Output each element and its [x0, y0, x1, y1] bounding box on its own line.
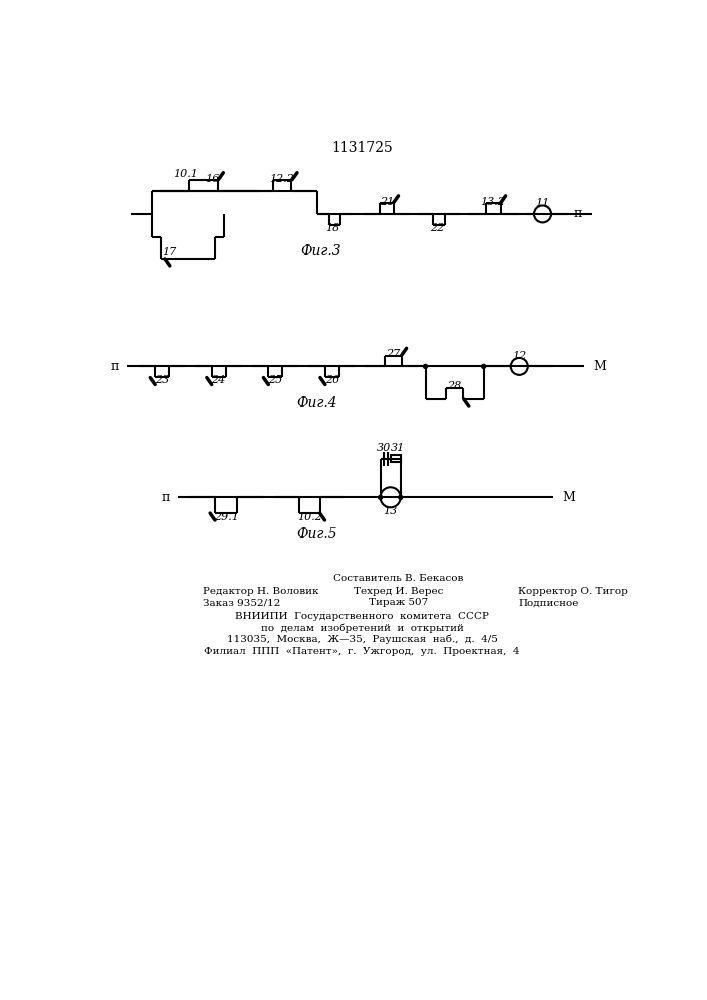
Text: Фиг.3: Фиг.3	[300, 244, 341, 258]
Text: 30: 30	[378, 443, 392, 453]
Text: 10.2: 10.2	[297, 512, 322, 522]
Text: Подписное: Подписное	[518, 598, 579, 607]
Text: 18: 18	[325, 223, 339, 233]
Text: Корректор О. Тигор: Корректор О. Тигор	[518, 587, 629, 596]
Text: 13: 13	[383, 506, 398, 516]
Text: по  делам  изобретений  и  открытий: по делам изобретений и открытий	[260, 623, 463, 633]
Text: 12: 12	[512, 351, 527, 361]
Text: Редактор Н. Воловик: Редактор Н. Воловик	[203, 587, 319, 596]
Text: 17: 17	[163, 247, 177, 257]
Text: 26: 26	[325, 375, 339, 385]
Text: 24: 24	[211, 375, 226, 385]
Circle shape	[378, 495, 383, 500]
Text: Заказ 9352/12: Заказ 9352/12	[203, 598, 281, 607]
Text: 113035,  Москва,  Ж—35,  Раушская  наб.,  д.  4/5: 113035, Москва, Ж—35, Раушская наб., д. …	[226, 635, 498, 645]
Circle shape	[481, 364, 486, 369]
Text: 31: 31	[390, 443, 404, 453]
Circle shape	[398, 495, 404, 500]
Text: Фиг.4: Фиг.4	[297, 396, 337, 410]
Text: Техред И. Верес: Техред И. Верес	[354, 587, 443, 596]
Text: 12.2: 12.2	[269, 174, 295, 184]
Text: М: М	[563, 491, 575, 504]
Text: 10.1: 10.1	[173, 169, 198, 179]
Text: Составитель В. Бекасов: Составитель В. Бекасов	[333, 574, 464, 583]
Text: п: п	[161, 491, 170, 504]
Text: 25: 25	[268, 375, 282, 385]
Text: 23: 23	[155, 375, 169, 385]
Text: 13.2: 13.2	[481, 197, 506, 207]
Text: М: М	[594, 360, 607, 373]
Bar	[391, 455, 402, 462]
Text: 1131725: 1131725	[331, 141, 393, 155]
Text: п: п	[574, 207, 583, 220]
Text: Фиг.5: Фиг.5	[297, 527, 337, 541]
Text: 27: 27	[386, 349, 400, 359]
Text: 11: 11	[535, 198, 549, 208]
Text: 22: 22	[430, 223, 444, 233]
Text: ВНИИПИ  Государственного  комитета  СССР: ВНИИПИ Государственного комитета СССР	[235, 612, 489, 621]
Text: 16: 16	[205, 174, 219, 184]
Text: 28: 28	[447, 381, 461, 391]
Text: 21: 21	[380, 197, 394, 207]
Circle shape	[423, 364, 428, 369]
Text: 29.1: 29.1	[214, 512, 239, 522]
Text: Тираж 507: Тираж 507	[369, 598, 428, 607]
Text: Филиал  ППП  «Патент»,  г.  Ужгород,  ул.  Проектная,  4: Филиал ППП «Патент», г. Ужгород, ул. Про…	[204, 647, 520, 656]
Text: п: п	[111, 360, 119, 373]
